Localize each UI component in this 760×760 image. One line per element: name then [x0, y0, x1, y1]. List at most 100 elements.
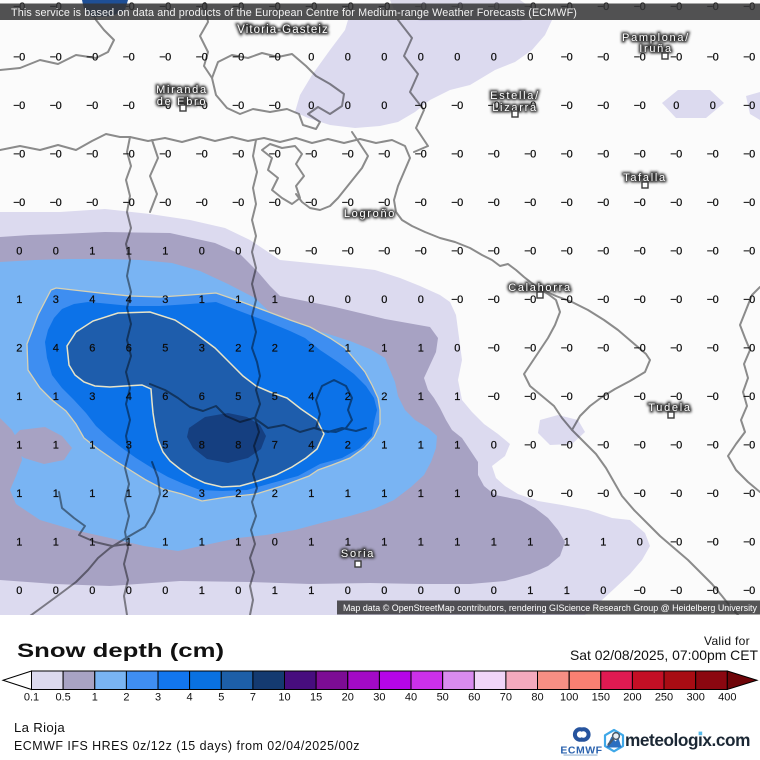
svg-text:1: 1 — [345, 343, 351, 355]
svg-text:1: 1 — [89, 488, 95, 500]
svg-text:4: 4 — [89, 294, 95, 306]
svg-text:−0: −0 — [342, 197, 354, 209]
svg-text:−0: −0 — [86, 149, 98, 161]
svg-text:1: 1 — [199, 585, 205, 597]
svg-text:1: 1 — [418, 343, 424, 355]
svg-text:0: 0 — [89, 585, 95, 597]
svg-text:−0: −0 — [488, 391, 500, 403]
svg-text:1: 1 — [418, 537, 424, 549]
svg-text:5: 5 — [162, 343, 168, 355]
svg-text:−0: −0 — [561, 440, 573, 452]
svg-text:ECMWF: ECMWF — [560, 744, 602, 756]
svg-text:−0: −0 — [232, 100, 244, 112]
svg-text:3: 3 — [199, 343, 205, 355]
svg-text:2: 2 — [162, 488, 168, 500]
svg-text:meteologix.com: meteologix.com — [625, 730, 750, 750]
svg-text:Logroño: Logroño — [344, 208, 396, 220]
svg-text:50: 50 — [437, 692, 449, 704]
svg-text:−0: −0 — [196, 197, 208, 209]
svg-text:−0: −0 — [707, 294, 719, 306]
svg-text:1: 1 — [454, 440, 460, 452]
svg-text:−0: −0 — [597, 488, 609, 500]
svg-text:−0: −0 — [451, 100, 463, 112]
svg-text:−0: −0 — [415, 197, 427, 209]
svg-text:0: 0 — [527, 52, 533, 64]
svg-text:−0: −0 — [597, 440, 609, 452]
svg-text:0: 0 — [381, 52, 387, 64]
svg-text:−0: −0 — [13, 197, 25, 209]
svg-text:−0: −0 — [743, 585, 755, 597]
svg-text:−0: −0 — [378, 246, 390, 258]
svg-text:−0: −0 — [597, 100, 609, 112]
svg-text:Vitoria-Gasteiz: Vitoria-Gasteiz — [237, 24, 329, 36]
svg-text:1: 1 — [527, 537, 533, 549]
svg-text:4: 4 — [308, 391, 314, 403]
svg-text:1: 1 — [381, 440, 387, 452]
svg-text:5: 5 — [162, 440, 168, 452]
svg-text:3: 3 — [155, 692, 161, 704]
svg-text:−0: −0 — [451, 149, 463, 161]
svg-text:1: 1 — [162, 537, 168, 549]
svg-text:0: 0 — [16, 585, 22, 597]
svg-text:−0: −0 — [269, 52, 281, 64]
svg-text:−0: −0 — [561, 52, 573, 64]
svg-text:−0: −0 — [159, 52, 171, 64]
svg-text:Valid for: Valid for — [704, 634, 750, 648]
svg-text:Calahorra: Calahorra — [508, 282, 572, 294]
svg-text:150: 150 — [592, 692, 610, 704]
svg-text:−0: −0 — [159, 149, 171, 161]
svg-text:0: 0 — [491, 585, 497, 597]
svg-text:−0: −0 — [561, 391, 573, 403]
svg-text:8: 8 — [199, 440, 205, 452]
svg-text:1: 1 — [89, 440, 95, 452]
svg-text:30: 30 — [373, 692, 385, 704]
svg-text:3: 3 — [89, 391, 95, 403]
svg-text:−0: −0 — [561, 246, 573, 258]
svg-text:0: 0 — [308, 100, 314, 112]
svg-text:1: 1 — [527, 585, 533, 597]
svg-text:−0: −0 — [743, 100, 755, 112]
svg-text:0: 0 — [308, 52, 314, 64]
svg-text:−0: −0 — [634, 197, 646, 209]
svg-text:−0: −0 — [634, 149, 646, 161]
svg-text:3: 3 — [53, 294, 59, 306]
svg-text:−0: −0 — [707, 52, 719, 64]
svg-text:−0: −0 — [86, 52, 98, 64]
svg-text:2: 2 — [272, 488, 278, 500]
svg-text:4: 4 — [126, 294, 132, 306]
svg-text:1: 1 — [89, 246, 95, 258]
svg-text:−0: −0 — [123, 100, 135, 112]
svg-text:−0: −0 — [269, 149, 281, 161]
svg-text:−0: −0 — [451, 197, 463, 209]
svg-text:6: 6 — [199, 391, 205, 403]
svg-text:−0: −0 — [597, 197, 609, 209]
svg-text:−0: −0 — [670, 52, 682, 64]
svg-text:−0: −0 — [415, 100, 427, 112]
svg-text:−0: −0 — [305, 197, 317, 209]
svg-text:Pamplona/: Pamplona/ — [622, 32, 690, 44]
svg-text:Miranda: Miranda — [156, 84, 208, 96]
svg-text:Soria: Soria — [341, 548, 375, 560]
svg-text:6: 6 — [162, 391, 168, 403]
svg-text:0: 0 — [345, 100, 351, 112]
svg-text:−0: −0 — [670, 488, 682, 500]
svg-text:−0: −0 — [415, 149, 427, 161]
svg-text:4: 4 — [53, 343, 59, 355]
svg-text:1: 1 — [235, 537, 241, 549]
svg-text:7: 7 — [250, 692, 256, 704]
svg-text:−0: −0 — [232, 149, 244, 161]
svg-text:0: 0 — [710, 100, 716, 112]
svg-text:−0: −0 — [707, 246, 719, 258]
svg-text:1: 1 — [53, 537, 59, 549]
svg-text:0: 0 — [53, 585, 59, 597]
svg-text:2: 2 — [308, 343, 314, 355]
svg-text:2: 2 — [123, 692, 129, 704]
svg-text:−0: −0 — [123, 197, 135, 209]
svg-text:Tudela: Tudela — [648, 402, 691, 414]
svg-text:−0: −0 — [524, 246, 536, 258]
svg-text:−0: −0 — [634, 585, 646, 597]
svg-text:Tudela: Tudela — [648, 402, 691, 414]
svg-text:1: 1 — [126, 488, 132, 500]
svg-text:−0: −0 — [597, 294, 609, 306]
svg-text:−0: −0 — [196, 100, 208, 112]
